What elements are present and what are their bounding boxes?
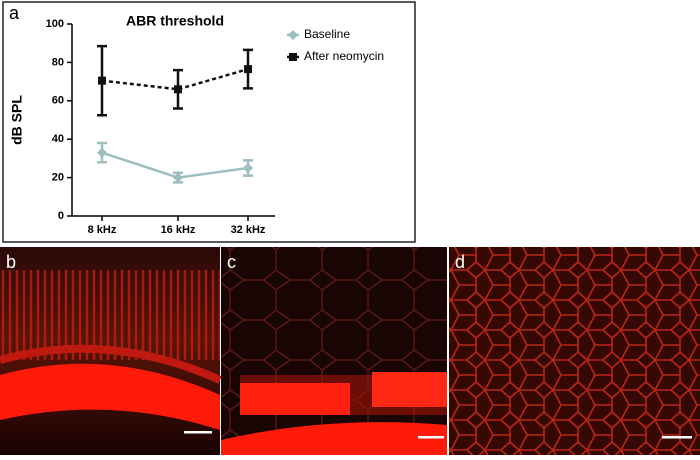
y-tick-label: 40 [52, 133, 64, 145]
y-tick-label: 20 [52, 172, 64, 184]
legend-label: After neomycin [304, 49, 384, 63]
image-c: c [221, 247, 447, 455]
y-tick-label: 60 [52, 95, 64, 107]
data-point [97, 147, 107, 158]
panel-frame [2, 1, 416, 243]
y-tick-label: 0 [58, 210, 64, 222]
data-point [174, 85, 182, 94]
data-point [98, 76, 106, 85]
x-tick-label: 32 kHz [231, 224, 266, 236]
y-tick-label: 80 [52, 56, 64, 68]
legend-label: Baseline [304, 27, 350, 41]
data-point [173, 172, 183, 183]
legend-marker [289, 53, 297, 61]
panel-label: a [9, 3, 20, 23]
panel-label: b [6, 252, 16, 272]
y-axis-label: dB SPL [9, 95, 25, 145]
chart-title: ABR threshold [126, 13, 224, 29]
image-b: b [0, 247, 222, 455]
x-tick-label: 8 kHz [88, 224, 117, 236]
data-point [243, 163, 253, 173]
panel-label: d [455, 252, 465, 272]
y-tick-label: 100 [46, 18, 64, 30]
data-point [244, 65, 252, 74]
panel-label: c [227, 252, 236, 272]
legend-marker [288, 30, 298, 40]
x-tick-label: 16 kHz [161, 224, 196, 236]
image-d: d [449, 247, 700, 455]
